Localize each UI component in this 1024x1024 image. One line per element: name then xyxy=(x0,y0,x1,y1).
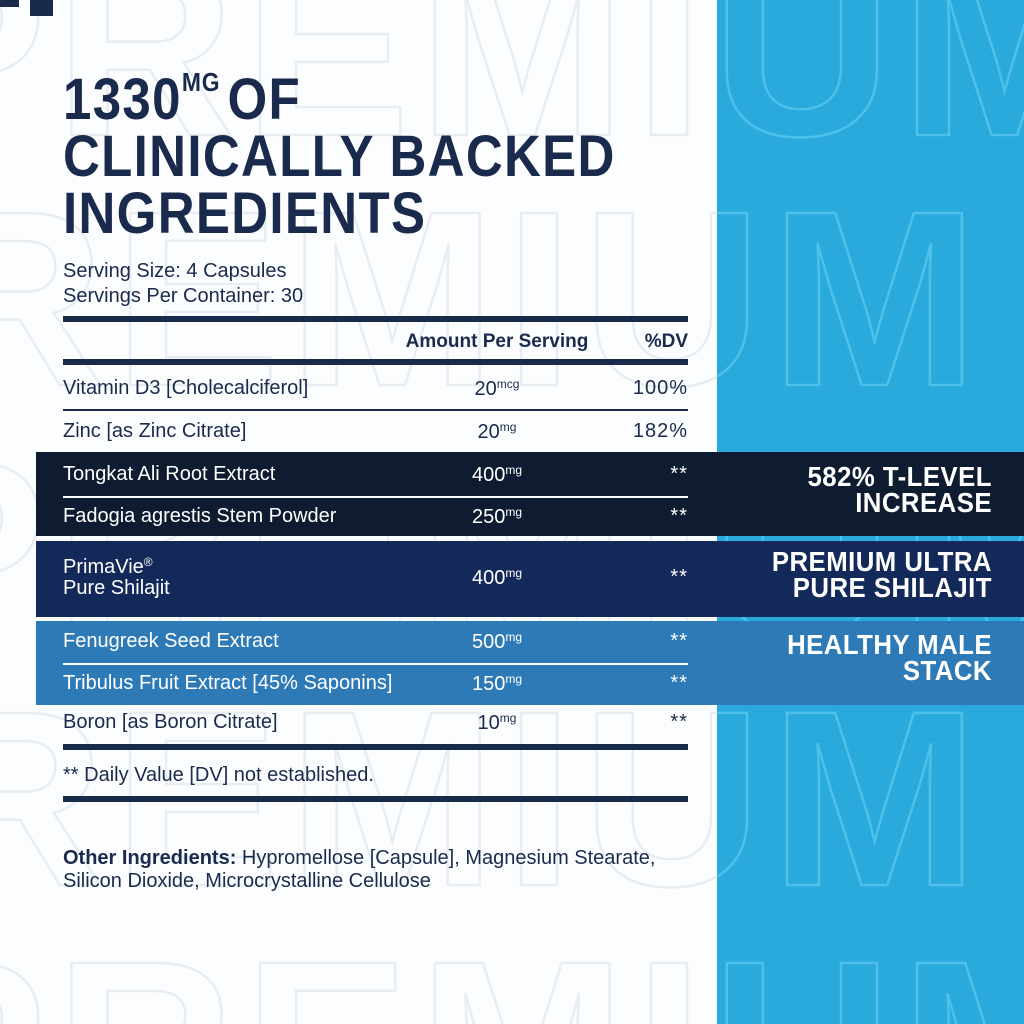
shilajit-highlight-band xyxy=(36,541,1024,617)
column-header-dv: %DV xyxy=(644,331,688,352)
ingredient-name: Tribulus Fruit Extract [45% Saponins] xyxy=(63,672,393,694)
table-row: Boron [as Boron Citrate] 10mg ** xyxy=(63,711,688,735)
headline: 1330MG OF CLINICALLY BACKED INGREDIENTS xyxy=(63,54,616,246)
column-header-amount: Amount Per Serving xyxy=(405,331,589,352)
table-rule-thin xyxy=(63,409,688,411)
ingredient-amount: 400mg xyxy=(471,463,523,486)
other-ingredients: Other Ingredients: Hypromellose [Capsule… xyxy=(63,847,675,893)
table-row: PrimaVie® Pure Shilajit 400mg ** xyxy=(63,552,688,599)
table-rule-thick xyxy=(63,796,688,802)
ingredient-dv: 182% xyxy=(632,420,688,442)
headline-line1: 1330MG OF xyxy=(63,54,616,129)
table-row: Zinc [as Zinc Citrate] 20mg 182% xyxy=(63,420,688,444)
ingredient-name: Fenugreek Seed Extract xyxy=(63,630,279,652)
callout-line: STACK xyxy=(902,655,992,686)
table-row: Vitamin D3 [Cholecalciferol] 20mcg 100% xyxy=(63,377,688,401)
ingredient-amount: 20mg xyxy=(477,420,517,443)
svg-text:PREMIUM: PREMIUM xyxy=(717,909,1024,1024)
band-divider xyxy=(63,496,688,498)
ingredient-dv: ** xyxy=(670,505,688,527)
servings-per-container: Servings Per Container: 30 xyxy=(63,285,304,307)
band-divider xyxy=(63,663,688,665)
cropped-watermark-fragment xyxy=(30,0,53,16)
cropped-watermark-fragment xyxy=(0,0,19,7)
headline-line2: CLINICALLY BACKED xyxy=(63,124,616,189)
ingredient-name: Fadogia agrestis Stem Powder xyxy=(63,505,337,527)
ingredient-name: PrimaVie® Pure Shilajit xyxy=(63,555,170,599)
table-row: Tongkat Ali Root Extract 400mg ** xyxy=(63,463,688,487)
ingredient-name: Tongkat Ali Root Extract xyxy=(63,463,276,485)
ingredient-dv: ** xyxy=(670,672,688,694)
table-rule-thick xyxy=(63,359,688,365)
headline-line3: INGREDIENTS xyxy=(63,181,427,246)
other-ingredients-text: Hypromellose [Capsule], Magnesium Steara… xyxy=(63,847,656,892)
ingredient-amount: 250mg xyxy=(471,505,523,528)
ingredient-name: Boron [as Boron Citrate] xyxy=(63,711,278,733)
other-ingredients-label: Other Ingredients: xyxy=(63,847,237,869)
serving-size: Serving Size: 4 Capsules xyxy=(63,260,287,282)
ingredient-dv: ** xyxy=(670,711,688,733)
callout-male-stack: HEALTHY MALE STACK xyxy=(606,629,992,686)
ingredient-amount: 10mg xyxy=(477,711,517,734)
callout-line: PREMIUM ULTRA xyxy=(771,546,992,577)
table-row: Tribulus Fruit Extract [45% Saponins] 15… xyxy=(63,672,688,696)
ingredient-name: Zinc [as Zinc Citrate] xyxy=(63,420,247,442)
table-row: Fadogia agrestis Stem Powder 250mg ** xyxy=(63,505,688,529)
ingredient-dv: ** xyxy=(670,566,688,588)
ingredient-dv: ** xyxy=(670,463,688,485)
dv-footnote: ** Daily Value [DV] not established. xyxy=(63,764,374,786)
registered-mark: ® xyxy=(143,555,153,569)
ingredient-dv: ** xyxy=(670,630,688,652)
tlevel-highlight-band xyxy=(36,452,1024,536)
callout-line: 582% T-LEVEL xyxy=(807,461,992,492)
callout-line: PURE SHILAJIT xyxy=(792,572,992,603)
callout-line: HEALTHY MALE xyxy=(787,629,992,660)
ingredient-dv: 100% xyxy=(632,377,688,399)
headline-amount: 1330 xyxy=(63,67,182,132)
svg-text:PREMIUM: PREMIUM xyxy=(717,159,987,438)
table-rule-thick xyxy=(63,316,688,322)
ingredient-name: Vitamin D3 [Cholecalciferol] xyxy=(63,377,309,399)
serving-info: Serving Size: 4 Capsules Servings Per Co… xyxy=(63,259,303,309)
headline-line1-rest: OF xyxy=(227,67,302,132)
callout-line: INCREASE xyxy=(855,487,992,518)
table-row: Fenugreek Seed Extract 500mg ** xyxy=(63,630,688,654)
ingredient-amount: 400mg xyxy=(471,566,523,589)
ingredient-amount: 150mg xyxy=(471,672,523,695)
svg-text:PREMIUM: PREMIUM xyxy=(717,0,1024,188)
ingredient-amount: 500mg xyxy=(471,630,523,653)
ingredient-amount: 20mcg xyxy=(474,377,520,400)
headline-amount-unit: MG xyxy=(181,67,221,97)
callout-tlevel: 582% T-LEVEL INCREASE xyxy=(606,461,992,518)
callout-shilajit: PREMIUM ULTRA PURE SHILAJIT xyxy=(606,546,992,603)
table-rule-thick xyxy=(63,744,688,750)
